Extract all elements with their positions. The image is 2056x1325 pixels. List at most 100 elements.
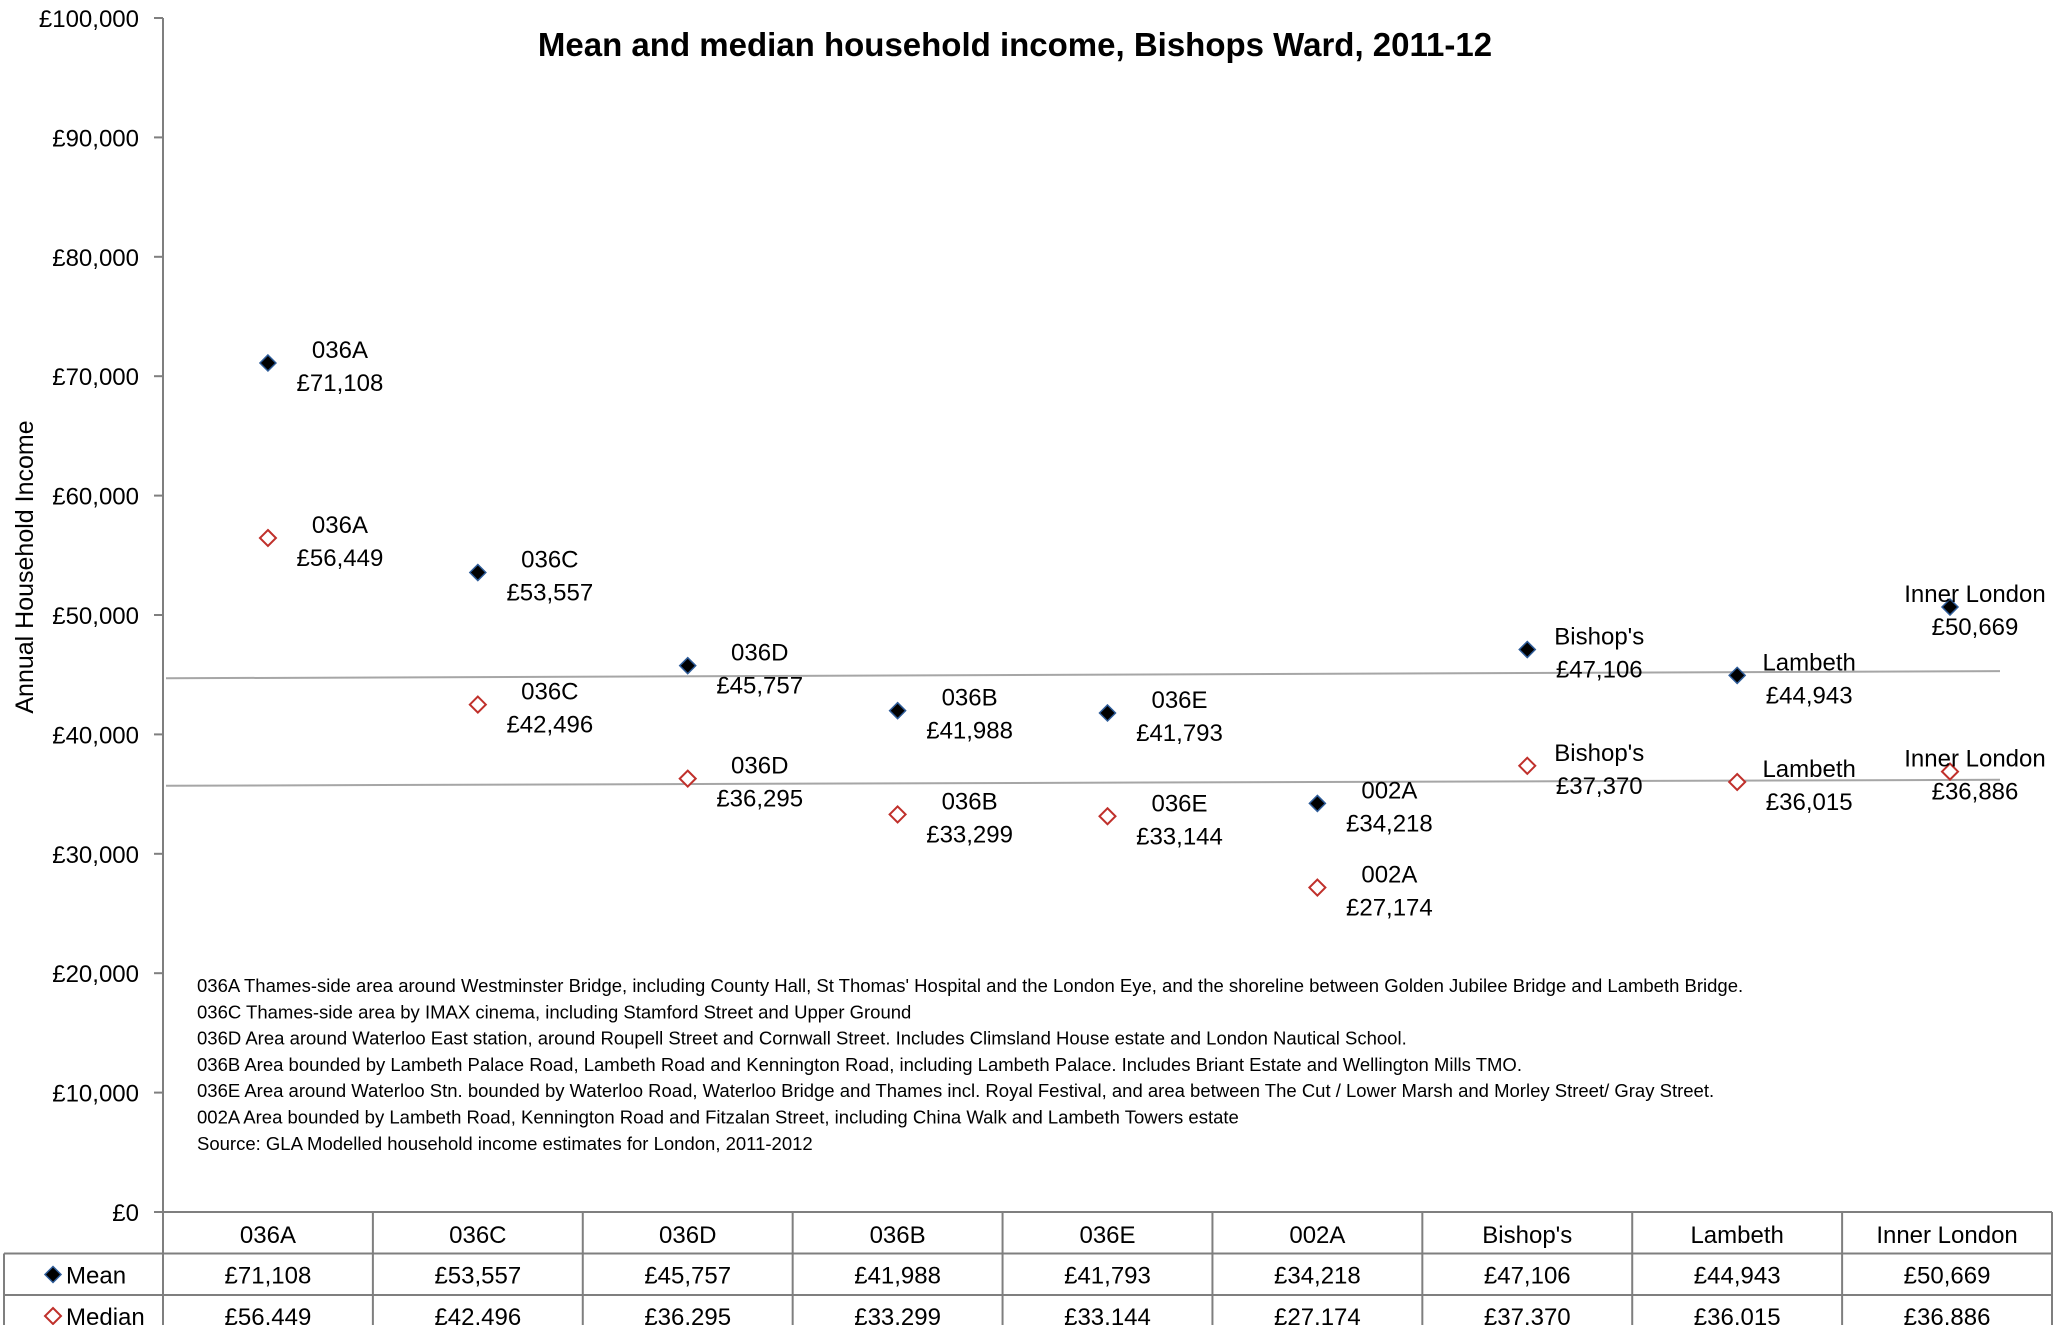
note-line: 002A Area bounded by Lambeth Road, Kenni… <box>197 1107 1239 1128</box>
median-point <box>1727 772 1747 792</box>
y-tick-label: £80,000 <box>52 245 139 272</box>
table-header-cell: 036E <box>1079 1222 1135 1249</box>
mean-label-value: £41,988 <box>926 718 1013 745</box>
legend-mean-label: Mean <box>66 1263 126 1290</box>
mean-label-value: £44,943 <box>1766 682 1853 709</box>
note-line: Source: GLA Modelled household income es… <box>197 1133 813 1154</box>
mean-point <box>258 353 278 373</box>
median-label-value: £36,015 <box>1766 789 1853 816</box>
table-cell: £33,144 <box>1064 1304 1151 1325</box>
mean-label-category: Inner London <box>1904 581 2045 608</box>
median-point <box>1098 806 1117 826</box>
table-header-cell: 002A <box>1289 1222 1345 1249</box>
legend-mean-marker <box>43 1265 63 1284</box>
mean-label-value: £71,108 <box>297 370 384 397</box>
median-label-value: £37,370 <box>1556 773 1643 800</box>
mean-label-value: £45,757 <box>716 673 803 700</box>
mean-label-value: £53,557 <box>506 580 593 607</box>
median-label-category: 002A <box>1361 862 1417 889</box>
y-tick-label: £20,000 <box>52 961 139 988</box>
mean-point <box>1940 597 1960 617</box>
y-tick-label: £100,000 <box>39 6 139 33</box>
table-header-cell: Lambeth <box>1690 1222 1783 1249</box>
y-axis-label: Annual Household Income <box>11 420 39 713</box>
table-header-cell: 036C <box>449 1222 506 1249</box>
table-cell: £71,108 <box>225 1263 312 1290</box>
median-label-category: 036A <box>312 512 368 539</box>
legend-median-marker <box>43 1306 63 1325</box>
table-cell: £36,886 <box>1904 1304 1991 1325</box>
note-line: 036A Thames-side area around Westminster… <box>197 975 1743 996</box>
chart-title: Mean and median household income, Bishop… <box>538 26 1492 63</box>
mean-label-category: Bishop's <box>1554 624 1644 651</box>
median-point <box>1940 762 1960 781</box>
note-line: 036D Area around Waterloo East station, … <box>197 1028 1407 1049</box>
trendline-layer <box>165 670 2001 787</box>
median-label-category: 036C <box>521 679 578 706</box>
median-point <box>258 528 278 548</box>
mean-label-value: £50,669 <box>1932 614 2019 641</box>
median-label-category: 036D <box>731 753 788 780</box>
mean-label-category: 036C <box>521 547 578 574</box>
median-point <box>1517 756 1537 776</box>
median-label-value: £27,174 <box>1346 895 1433 922</box>
y-tick-label: £30,000 <box>52 842 139 869</box>
table-cell: £53,557 <box>434 1263 521 1290</box>
mean-point <box>1728 666 1747 685</box>
mean-point <box>1308 794 1327 813</box>
median-point <box>678 769 698 789</box>
median-point <box>468 695 488 715</box>
mean-label-category: 036B <box>942 685 998 712</box>
table-header-cell: 036D <box>659 1222 716 1249</box>
legend-median-label: Median <box>66 1304 145 1325</box>
table-cell: £41,988 <box>854 1263 941 1290</box>
median-label-category: Bishop's <box>1554 740 1644 767</box>
y-tick-label: £70,000 <box>52 364 139 391</box>
median-label-value: £33,144 <box>1136 823 1223 850</box>
median-label-value: £36,886 <box>1932 779 2019 806</box>
mean-label-category: 036A <box>312 337 368 364</box>
median-point <box>1307 878 1327 897</box>
table-header-cell: Inner London <box>1876 1222 2017 1249</box>
mean-point <box>468 563 487 582</box>
mean-label-value: £41,793 <box>1136 720 1223 747</box>
table-cell: £41,793 <box>1064 1263 1151 1290</box>
y-tick-label: £0 <box>112 1200 139 1227</box>
table-cell: £47,106 <box>1484 1263 1571 1290</box>
y-tick-label: £50,000 <box>52 603 139 630</box>
table-cell: £36,295 <box>644 1304 731 1325</box>
mean-point <box>888 701 907 720</box>
trendline-mean <box>165 670 2001 680</box>
mean-label-category: Lambeth <box>1762 649 1855 676</box>
table-cell: £37,370 <box>1484 1304 1571 1325</box>
marks-layer: 036A £71,108 036C £53,557 036D £45,757 036B £41… <box>258 337 2046 922</box>
mean-point <box>1518 640 1537 659</box>
table-header-cell: 036A <box>240 1222 296 1249</box>
y-tick-label: £90,000 <box>52 125 139 152</box>
mean-label-category: 036E <box>1151 687 1207 714</box>
data-table: 036A 036C 036D 036B 036E 002A Bishop's Lambeth I… <box>3 1211 2053 1325</box>
trendline-median <box>165 778 2001 787</box>
y-tick-label: £40,000 <box>52 722 139 749</box>
mean-label-category: 036D <box>731 640 788 667</box>
note-line: 036C Thames-side area by IMAX cinema, in… <box>197 1001 911 1022</box>
table-cell: £50,669 <box>1904 1263 1991 1290</box>
median-label-value: £36,295 <box>716 786 803 813</box>
y-tick-label: £10,000 <box>52 1081 139 1108</box>
table-cell: £33,299 <box>854 1304 941 1325</box>
table-cell: £44,943 <box>1694 1263 1781 1290</box>
axis-layer: £0 £10,000 £20,000 £30,000 £40,000 £50,000 £60… <box>39 6 164 1227</box>
mean-label-value: £34,218 <box>1346 810 1433 837</box>
median-point <box>888 804 908 824</box>
table-cell: £42,496 <box>434 1304 521 1325</box>
table-header-cell: 036B <box>870 1222 926 1249</box>
table-header-cell: Bishop's <box>1482 1222 1572 1249</box>
median-label-category: Inner London <box>1904 746 2045 773</box>
mean-point <box>678 656 697 675</box>
table-cell: £56,449 <box>225 1304 312 1325</box>
table-cell: £36,015 <box>1694 1304 1781 1325</box>
mean-point <box>1098 703 1117 723</box>
notes-layer: 036A Thames-side area around Westminster… <box>197 975 1743 1154</box>
